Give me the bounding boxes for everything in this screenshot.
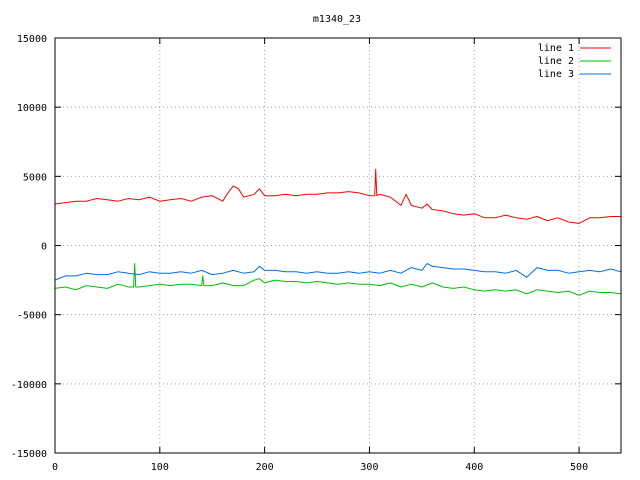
y-tick-label: -10000: [11, 380, 47, 391]
legend: line 1 line 2 line 3: [538, 43, 611, 80]
x-tick-label: 500: [570, 462, 588, 473]
series-lines: [54, 168, 622, 296]
x-tick-label: 100: [151, 462, 169, 473]
y-tick-label: 5000: [23, 172, 47, 183]
x-tick-label: 0: [52, 462, 58, 473]
legend-label-1: line 1: [538, 43, 574, 54]
x-tick-label: 300: [360, 462, 378, 473]
series-line-1: [54, 168, 621, 224]
grid-lines: [55, 38, 621, 453]
y-tick-label: -15000: [11, 449, 47, 460]
y-tick-label: 0: [41, 242, 47, 253]
x-tick-label: 400: [465, 462, 483, 473]
series-line-2: [54, 263, 622, 296]
y-tick-label: 15000: [17, 34, 47, 45]
legend-label-3: line 3: [538, 69, 574, 80]
y-tick-label: 10000: [17, 103, 47, 114]
legend-label-2: line 2: [538, 56, 574, 67]
x-tick-label: 200: [256, 462, 274, 473]
chart-title: m1340_23: [313, 14, 361, 25]
y-tick-label: -5000: [17, 311, 47, 322]
axis-ticks: 0 100 200 300 400 500 -15000 -10000 -5000 0 5000 10…: [11, 34, 621, 473]
series-line-3: [54, 263, 622, 281]
